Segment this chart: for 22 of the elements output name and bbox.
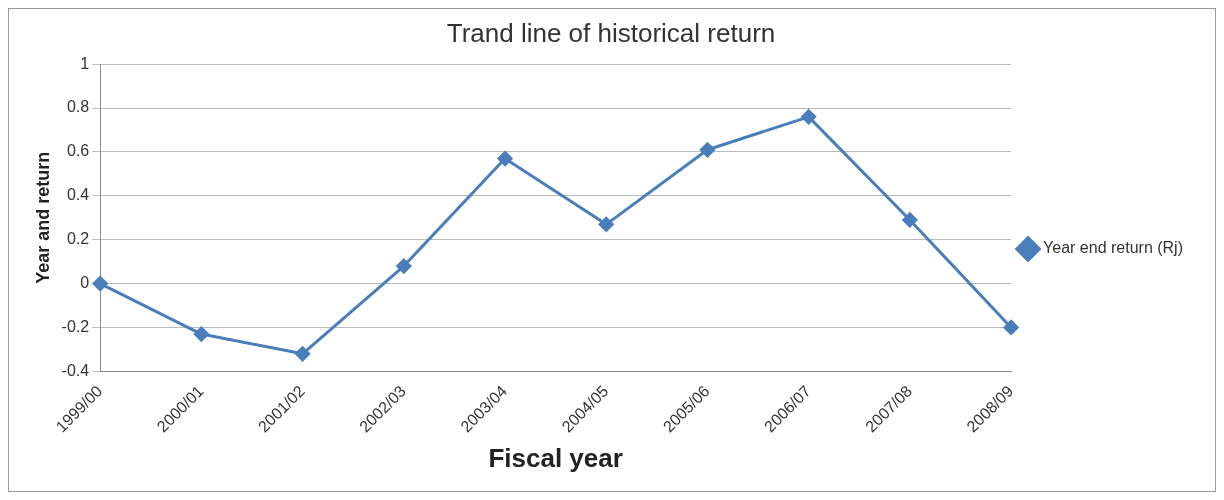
point [193,326,209,342]
point [396,258,412,274]
legend-label: Year end return (Rj) [1043,239,1183,257]
y-tick-label: 0.2 [66,230,90,248]
point [699,142,715,158]
y-tick-label: 0 [80,273,90,291]
y-tick-label: 0.6 [66,142,90,160]
point [1003,319,1019,335]
y-tick-label: 1 [80,54,90,72]
point [92,276,108,292]
y-tick-label: -0.4 [61,361,90,379]
y-tick-label: 0.4 [66,186,90,204]
x-axis-title: Fiscal year [488,442,623,473]
chart-title: Trand line of historical return [446,17,776,48]
point [497,151,513,167]
point [902,212,918,228]
point [295,346,311,362]
y-tick-label: -0.2 [61,317,90,335]
y-axis-title: Year and return [32,151,53,284]
y-tick-label: 0.8 [66,98,90,116]
point [598,216,614,232]
point [801,109,817,125]
